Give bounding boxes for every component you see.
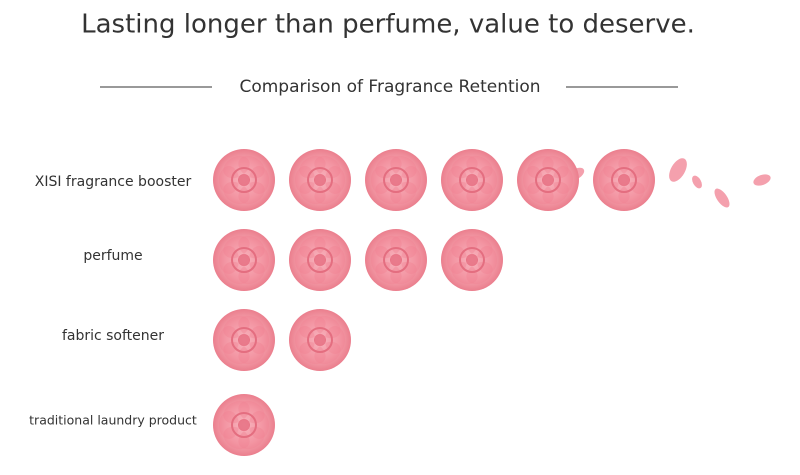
rose-petal [390, 181, 417, 205]
category-label: XISI fragrance booster [35, 174, 192, 190]
rose-petal [618, 155, 645, 179]
rose-inner [383, 167, 409, 193]
rose-center [238, 419, 250, 431]
rose-petal [299, 341, 326, 365]
rose-icon [365, 149, 427, 211]
rose-icon [213, 229, 275, 291]
rose-center [314, 254, 326, 266]
rose-petal [375, 235, 402, 259]
rose-petal [451, 261, 478, 285]
rose-petal [223, 315, 250, 339]
rose-petal [466, 261, 493, 285]
rose-petal [299, 235, 326, 259]
rose-petal [238, 400, 265, 424]
rose-inner [307, 247, 333, 273]
rose-inner [307, 327, 333, 353]
chart-title: Lasting longer than perfume, value to de… [81, 10, 695, 40]
rose-petal [314, 315, 341, 339]
rose-icon [593, 149, 655, 211]
rose-petal [542, 155, 569, 179]
rose-petal [390, 155, 417, 179]
rose-icon [441, 149, 503, 211]
category-label: perfume [83, 248, 142, 264]
rose-inner [231, 247, 257, 273]
rose-center [238, 334, 250, 346]
rose-icon [213, 309, 275, 371]
rose-petal [238, 315, 265, 339]
rose-center [542, 174, 554, 186]
rose-petal [223, 261, 250, 285]
rose-petal [390, 261, 417, 285]
rose-petal [451, 155, 478, 179]
rose-petal [527, 181, 554, 205]
rose-center [314, 174, 326, 186]
rose-petal [223, 235, 250, 259]
rose-petal [542, 181, 569, 205]
rose-inner [611, 167, 637, 193]
rose-petal [466, 155, 493, 179]
rose-icon [289, 149, 351, 211]
rose-center [390, 174, 402, 186]
rose-inner [459, 247, 485, 273]
rose-petal [618, 181, 645, 205]
rose-petal [314, 155, 341, 179]
rose-petal [314, 181, 341, 205]
rose-center [390, 254, 402, 266]
rose-petal [238, 235, 265, 259]
rose-petal [238, 155, 265, 179]
rose-icon [441, 229, 503, 291]
rose-inner [459, 167, 485, 193]
rose-icon [289, 309, 351, 371]
rose-inner [231, 412, 257, 438]
rose-icon [365, 229, 427, 291]
rose-petal [238, 181, 265, 205]
rose-inner [307, 167, 333, 193]
rose-center [314, 334, 326, 346]
rose-petal [451, 181, 478, 205]
rose-petal [466, 235, 493, 259]
rose-petal [238, 261, 265, 285]
rose-petal [603, 181, 630, 205]
rose-icon [213, 394, 275, 456]
category-label: fabric softener [62, 328, 164, 344]
rose-center [466, 174, 478, 186]
rose-petal [375, 261, 402, 285]
chart-subtitle: Comparison of Fragrance Retention [239, 77, 540, 97]
rose-petal [299, 261, 326, 285]
rose-center [238, 254, 250, 266]
rose-petal [299, 181, 326, 205]
rose-petal [314, 235, 341, 259]
rose-petal [314, 341, 341, 365]
rose-center [466, 254, 478, 266]
rose-petal [466, 181, 493, 205]
rose-icon [517, 149, 579, 211]
rose-petal [223, 181, 250, 205]
rose-inner [231, 327, 257, 353]
rose-petal [299, 155, 326, 179]
rose-petal [451, 235, 478, 259]
rose-petal [223, 155, 250, 179]
rose-petal [390, 235, 417, 259]
rose-petal [223, 400, 250, 424]
category-label: traditional laundry product [29, 413, 197, 428]
rose-petal [299, 315, 326, 339]
rose-petal [238, 426, 265, 450]
rose-petal [238, 341, 265, 365]
rose-inner [383, 247, 409, 273]
rose-icon [289, 229, 351, 291]
rose-petal [603, 155, 630, 179]
rose-petal [223, 426, 250, 450]
rose-petal [375, 155, 402, 179]
rose-icon [213, 149, 275, 211]
rose-petal [223, 341, 250, 365]
rose-petal [527, 155, 554, 179]
rose-petal [314, 261, 341, 285]
rose-center [238, 174, 250, 186]
rose-center [618, 174, 630, 186]
rose-inner [535, 167, 561, 193]
rose-inner [231, 167, 257, 193]
rose-petal [375, 181, 402, 205]
